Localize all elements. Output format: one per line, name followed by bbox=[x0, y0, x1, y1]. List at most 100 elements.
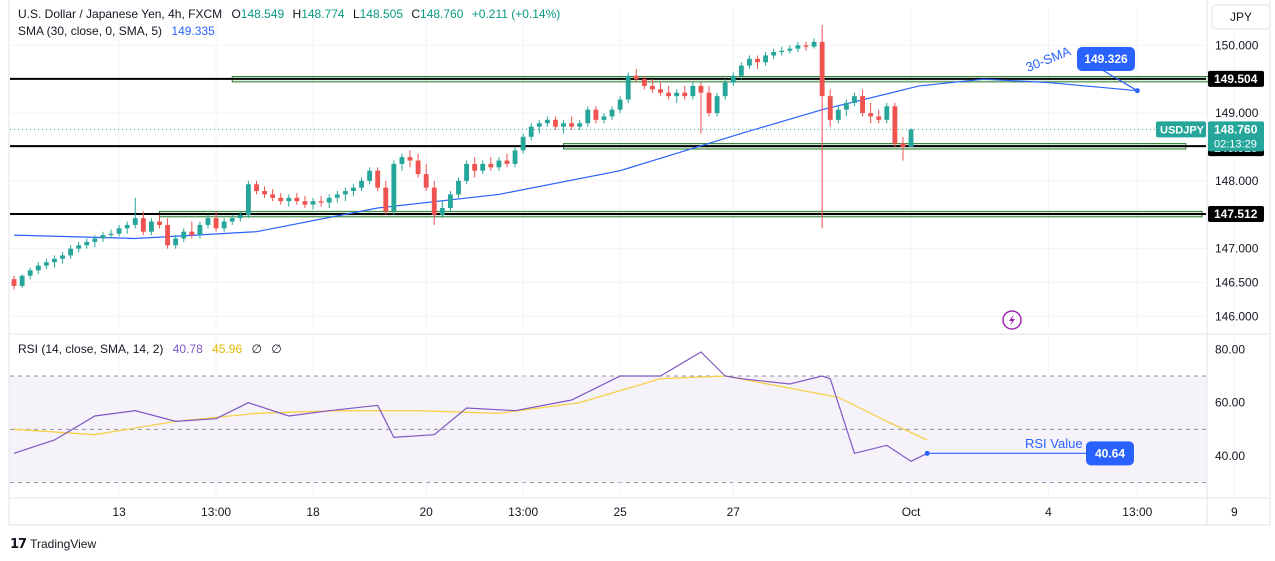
candle bbox=[625, 72, 631, 103]
candle-body bbox=[27, 270, 33, 276]
rsi-axis[interactable]: 80.00 60.00 40.00 bbox=[1215, 342, 1245, 463]
candle-body bbox=[561, 123, 566, 127]
candle bbox=[536, 119, 542, 134]
candle-body bbox=[811, 41, 817, 47]
candle-body bbox=[779, 50, 785, 53]
candle bbox=[650, 79, 655, 93]
candle bbox=[690, 82, 696, 100]
candle bbox=[609, 106, 615, 120]
candle-body bbox=[116, 228, 122, 234]
candle bbox=[11, 275, 17, 290]
candle bbox=[561, 119, 566, 134]
candle bbox=[310, 197, 316, 210]
candle-body bbox=[326, 197, 332, 203]
candle-body bbox=[351, 187, 356, 192]
level-high-badge[interactable]: 149.504 bbox=[1208, 70, 1264, 87]
candle-body bbox=[342, 191, 348, 195]
currency-button[interactable]: JPY bbox=[1211, 4, 1271, 30]
candle bbox=[189, 221, 195, 239]
candle-body bbox=[221, 221, 227, 229]
candle-body bbox=[173, 238, 179, 246]
candle-body bbox=[585, 109, 591, 124]
countdown-value: 02:13:29 bbox=[1214, 138, 1257, 150]
level-high-badge-text: 149.504 bbox=[1214, 72, 1258, 86]
price-axis[interactable]: 150.000149.500149.000148.500148.000147.5… bbox=[1156, 38, 1264, 323]
candle bbox=[302, 195, 308, 208]
candle bbox=[835, 106, 841, 124]
candle bbox=[488, 157, 494, 171]
candle bbox=[900, 136, 906, 161]
candle bbox=[431, 180, 437, 225]
rsi-lines bbox=[13, 351, 928, 463]
rsi-badge-text: 40.64 bbox=[1095, 446, 1125, 460]
candle bbox=[124, 221, 130, 234]
candle-body bbox=[35, 265, 41, 271]
candles bbox=[11, 24, 914, 290]
time-tick-label: 20 bbox=[419, 505, 433, 519]
candle-body bbox=[318, 201, 324, 203]
rsi-badge bbox=[1086, 441, 1134, 466]
horizontal-levels[interactable] bbox=[10, 77, 1206, 215]
candle-body bbox=[682, 92, 688, 97]
candle-body bbox=[601, 116, 607, 120]
candle bbox=[278, 193, 284, 205]
candle-body bbox=[76, 245, 82, 249]
candle-body bbox=[472, 163, 478, 171]
candle-body bbox=[108, 233, 114, 236]
level-low-badge[interactable]: 147.512 bbox=[1208, 205, 1264, 222]
candle bbox=[173, 235, 179, 249]
candle bbox=[528, 123, 534, 141]
candle-body bbox=[674, 92, 680, 97]
candle bbox=[504, 153, 510, 168]
candle bbox=[76, 241, 82, 253]
time-tick-label: 13:00 bbox=[201, 505, 231, 519]
time-tick-label: 13:00 bbox=[1122, 505, 1152, 519]
lightning-icon[interactable] bbox=[1002, 310, 1022, 330]
rsi-tick-label: 40.00 bbox=[1215, 449, 1245, 463]
candle bbox=[19, 274, 25, 288]
time-tick-label: 4 bbox=[1045, 505, 1052, 519]
candle bbox=[68, 245, 74, 259]
candle bbox=[351, 184, 356, 196]
time-tick-label: 9 bbox=[1231, 505, 1238, 519]
time-tick-label: Oct bbox=[902, 505, 921, 519]
candle bbox=[827, 89, 833, 127]
candle-body bbox=[617, 99, 623, 110]
candle bbox=[342, 187, 348, 202]
candle bbox=[294, 193, 300, 205]
price-tick-label: 146.500 bbox=[1215, 276, 1259, 290]
candle bbox=[423, 163, 429, 192]
tradingview-logo[interactable]: 𝟭𝟳 TradingView bbox=[10, 536, 96, 552]
candle bbox=[148, 218, 154, 236]
symbol-tag[interactable]: USDJPY bbox=[1156, 121, 1206, 138]
tradingview-mark-icon: 𝟭𝟳 bbox=[10, 536, 27, 551]
candle bbox=[868, 102, 874, 124]
candle bbox=[157, 214, 162, 229]
candle bbox=[464, 160, 470, 185]
sma-polyline bbox=[14, 78, 1138, 240]
candle-body bbox=[270, 194, 276, 198]
candle bbox=[714, 92, 720, 117]
candle-body bbox=[803, 45, 809, 47]
candle bbox=[722, 79, 728, 100]
last-price-badge[interactable]: 148.760 02:13:29 bbox=[1208, 121, 1264, 152]
candle bbox=[27, 267, 33, 280]
sma-line bbox=[14, 78, 1138, 240]
candle bbox=[108, 229, 114, 239]
candle-body bbox=[876, 116, 882, 120]
candle-body bbox=[165, 224, 171, 246]
price-tick-label: 147.000 bbox=[1215, 242, 1259, 256]
candle bbox=[666, 85, 672, 100]
time-axis[interactable]: 13 13:00 18 20 13:00 25 27 Oct 4 13:00 9 bbox=[112, 505, 1238, 519]
candle bbox=[116, 224, 122, 237]
candle-body bbox=[391, 163, 397, 212]
sma-badge-text: 149.326 bbox=[1084, 52, 1128, 66]
candle bbox=[245, 180, 251, 219]
candle-body bbox=[132, 218, 138, 225]
candle-body bbox=[908, 129, 914, 147]
sma-badge bbox=[1077, 47, 1135, 71]
candle-body bbox=[254, 184, 259, 192]
candle bbox=[860, 89, 865, 117]
